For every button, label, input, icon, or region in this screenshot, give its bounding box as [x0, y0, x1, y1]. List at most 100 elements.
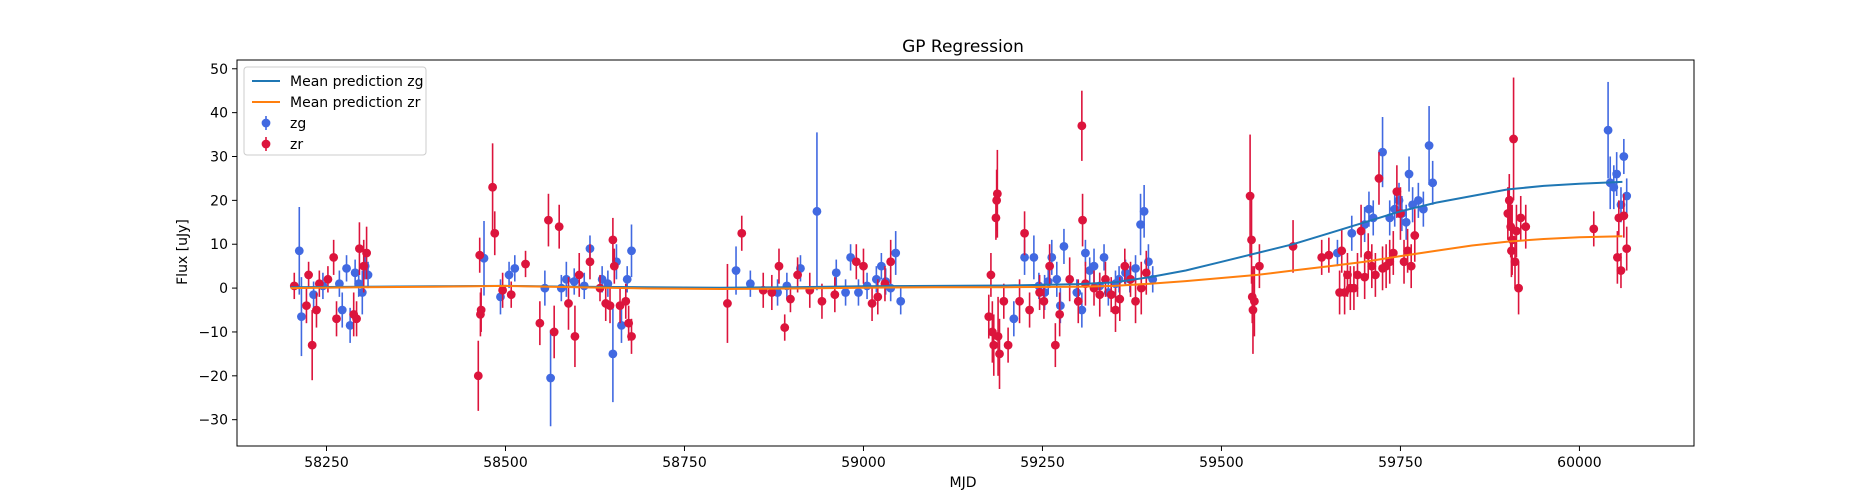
data-point-zr [1509, 134, 1518, 144]
y-tick-label: −10 [198, 325, 228, 341]
data-point-zr [1055, 310, 1065, 319]
data-point-zr [1622, 244, 1632, 254]
x-tick-label: 58500 [483, 455, 528, 471]
data-point-zr [986, 270, 996, 280]
y-tick-label: 50 [210, 62, 228, 78]
data-point-zr [1510, 257, 1520, 267]
data-point-zg [876, 261, 886, 271]
data-point-zr [1120, 261, 1130, 271]
data-point-zg [1603, 125, 1613, 135]
data-point-zr [1045, 261, 1055, 271]
data-point-zg [504, 270, 514, 280]
plot-area [289, 77, 1632, 427]
y-tick-label: 40 [210, 106, 228, 122]
data-point-zr [608, 235, 618, 245]
data-point-zr [786, 294, 795, 304]
data-point-zg [357, 288, 367, 297]
data-point-zr [737, 228, 747, 238]
data-point-zg [871, 274, 881, 284]
data-point-zr [793, 270, 803, 280]
data-point-zg [831, 268, 841, 278]
data-point-zg [1052, 274, 1062, 284]
data-point-zg [510, 263, 520, 273]
data-point-zr [780, 323, 790, 332]
data-point-zr [574, 270, 584, 280]
data-point-zr [1353, 270, 1362, 280]
data-point-zr [1374, 174, 1384, 183]
data-point-zg [1424, 141, 1434, 150]
data-point-zr [332, 314, 341, 324]
data-point-zr [323, 274, 333, 284]
data-point-zr [1101, 274, 1110, 284]
data-point-zg [1428, 178, 1438, 188]
legend-mean-zg: Mean prediction zg [252, 74, 424, 90]
data-point-zg [556, 283, 566, 293]
data-point-zr [859, 261, 868, 271]
data-point-zr [989, 340, 999, 350]
data-point-zg [342, 263, 351, 273]
legend-zr-label: zr [290, 137, 303, 153]
data-point-zr [1363, 250, 1373, 260]
data-point-zg [812, 206, 822, 216]
data-point-zr [605, 301, 615, 311]
data-point-zg [569, 277, 579, 286]
legend-zg-marker [261, 118, 271, 128]
data-point-zg [1077, 305, 1087, 315]
data-point-zr [1050, 340, 1060, 350]
data-point-zr [1370, 270, 1380, 280]
data-point-zr [1512, 226, 1521, 236]
data-point-zr [1245, 191, 1255, 201]
data-point-zr [1039, 296, 1049, 306]
data-point-zg [745, 279, 755, 289]
data-point-zg [1059, 242, 1069, 251]
data-point-zg [622, 274, 632, 284]
data-point-zr [1255, 261, 1264, 271]
data-point-zr [1589, 224, 1599, 234]
data-point-zr [1317, 252, 1327, 262]
x-tick-label: 60000 [1557, 455, 1602, 471]
data-point-zg [1081, 248, 1090, 258]
data-point-zr [774, 261, 784, 271]
data-point-zg [891, 248, 901, 258]
y-tick-label: 0 [219, 281, 228, 297]
data-point-zr [475, 250, 485, 260]
data-point-zg [363, 270, 373, 280]
data-point-zg [334, 279, 344, 289]
data-point-zr [1136, 283, 1146, 293]
data-point-zg [1378, 147, 1387, 157]
data-point-zg [294, 246, 304, 256]
data-point-zr [1141, 268, 1151, 278]
data-point-zr [535, 318, 545, 328]
data-point-zg [1364, 204, 1374, 214]
data-point-zr [1360, 272, 1370, 282]
data-point-zg [345, 320, 355, 330]
data-point-zg [1020, 252, 1029, 262]
data-point-zg [1347, 228, 1357, 238]
legend-zr: zr [261, 137, 303, 153]
data-point-zg [1009, 314, 1019, 324]
data-point-zr [307, 340, 317, 350]
data-point-zr [312, 305, 321, 315]
y-axis-label: Flux [uJy] [175, 219, 191, 285]
data-point-zr [1516, 213, 1526, 223]
data-point-zr [1095, 290, 1105, 300]
data-point-zr [473, 371, 483, 381]
data-point-zr [993, 331, 1003, 341]
data-point-zr [1399, 257, 1409, 267]
data-point-zr [570, 331, 580, 341]
data-point-zr [302, 301, 311, 311]
y-tick-label: 20 [210, 193, 228, 209]
data-point-zg [337, 305, 347, 315]
data-point-zg [1072, 288, 1082, 297]
data-point-zr [1111, 305, 1120, 315]
data-point-zr [1406, 261, 1416, 271]
axes: 58250 58500 58750 59000 59250 59500 59750 60000… [198, 59, 1695, 471]
data-point-zg [1099, 252, 1109, 262]
data-point-zr [1385, 257, 1395, 267]
data-point-zr [1403, 246, 1413, 256]
data-point-zr [817, 296, 827, 306]
data-point-zg [1139, 206, 1149, 216]
legend-zg: zg [261, 116, 306, 132]
data-point-zr [1619, 211, 1629, 221]
